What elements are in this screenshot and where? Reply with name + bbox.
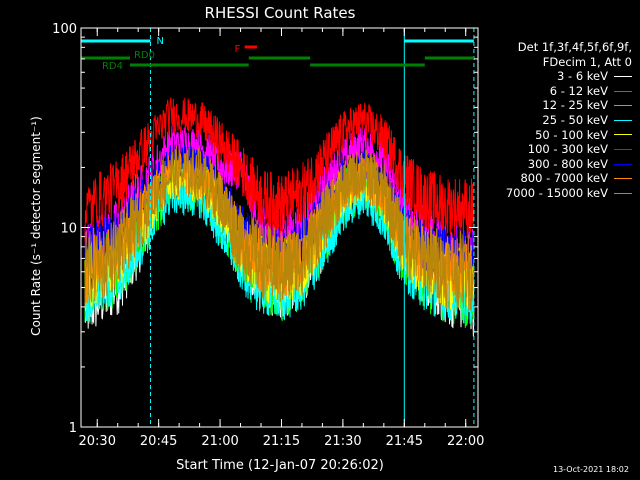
series-line-5 — [84, 97, 475, 242]
legend-entry-label: 300 - 800 keV — [527, 156, 608, 171]
y-tick-label-1: 10 — [60, 222, 77, 237]
x-tick-label-1: 20:45 — [140, 434, 177, 449]
x-tick-label-0: 20:30 — [79, 434, 116, 449]
annotation-label-n: N — [156, 36, 163, 47]
plot-timestamp: 13-Oct-2021 18:02 — [553, 465, 629, 474]
legend-entry-1: 6 - 12 keV — [480, 84, 636, 99]
legend-entry-label: 12 - 25 keV — [542, 98, 608, 113]
legend-swatch — [614, 75, 632, 77]
legend-swatch — [614, 148, 632, 150]
y-axis-label: Count Rate (s⁻¹ detector segment⁻¹) — [29, 116, 43, 336]
legend-swatch — [614, 192, 632, 194]
legend-entry-label: 6 - 12 keV — [549, 83, 608, 98]
legend-entry-4: 50 - 100 keV — [480, 128, 636, 143]
chart-title: RHESSI Count Rates — [205, 4, 356, 22]
legend-swatch — [614, 163, 632, 165]
legend-swatch — [614, 90, 632, 92]
legend-swatch — [614, 119, 632, 121]
annotation-label-f: F — [235, 44, 241, 55]
legend-entry-2: 12 - 25 keV — [480, 98, 636, 113]
legend-entry-label: 3 - 6 keV — [557, 69, 608, 84]
x-tick-label-6: 22:00 — [447, 434, 484, 449]
annotation-layer: N F RD0 RD4 — [81, 36, 474, 72]
legend-entry-label: 50 - 100 keV — [535, 127, 608, 142]
x-tick-label-5: 21:45 — [386, 434, 423, 449]
x-tick-label-2: 21:00 — [201, 434, 238, 449]
legend-header-detectors: Det 1f,3f,4f,5f,6f,9f, — [517, 40, 632, 54]
x-axis-label: Start Time (12-Jan-07 20:26:02) — [176, 458, 384, 473]
legend-entry-8: 7000 - 15000 keV — [480, 186, 636, 201]
legend-entry-7: 800 - 7000 keV — [480, 171, 636, 186]
legend-entry-label: 100 - 300 keV — [527, 142, 608, 157]
series-line-8 — [84, 145, 475, 311]
legend-entry-label: 800 - 7000 keV — [520, 171, 608, 186]
legend-entry-6: 300 - 800 keV — [480, 157, 636, 172]
legend: Det 1f,3f,4f,5f,6f,9f, FDecim 1, Att 0 3… — [480, 40, 636, 201]
x-tick-label-4: 21:30 — [324, 434, 361, 449]
y-tick-label-2: 100 — [52, 22, 77, 37]
y-tick-label-0: 1 — [69, 421, 77, 436]
legend-entry-label: 7000 - 15000 keV — [505, 185, 608, 200]
legend-entry-0: 3 - 6 keV — [480, 69, 636, 84]
x-tick-label-3: 21:15 — [263, 434, 300, 449]
legend-entry-3: 25 - 50 keV — [480, 113, 636, 128]
legend-swatch — [614, 178, 632, 180]
annotation-label-rd0: RD0 — [134, 50, 155, 61]
legend-swatch — [614, 105, 632, 107]
annotation-label-rd4: RD4 — [102, 61, 123, 72]
legend-entry-label: 25 - 50 keV — [542, 112, 608, 127]
series-layer — [84, 97, 475, 337]
axes-layer: 20:30 20:45 21:00 21:15 21:30 21:45 22:00 1 10 10… — [52, 22, 484, 449]
legend-swatch — [614, 134, 632, 136]
legend-entry-5: 100 - 300 keV — [480, 142, 636, 157]
legend-header-decimation: FDecim 1, Att 0 — [542, 54, 632, 69]
